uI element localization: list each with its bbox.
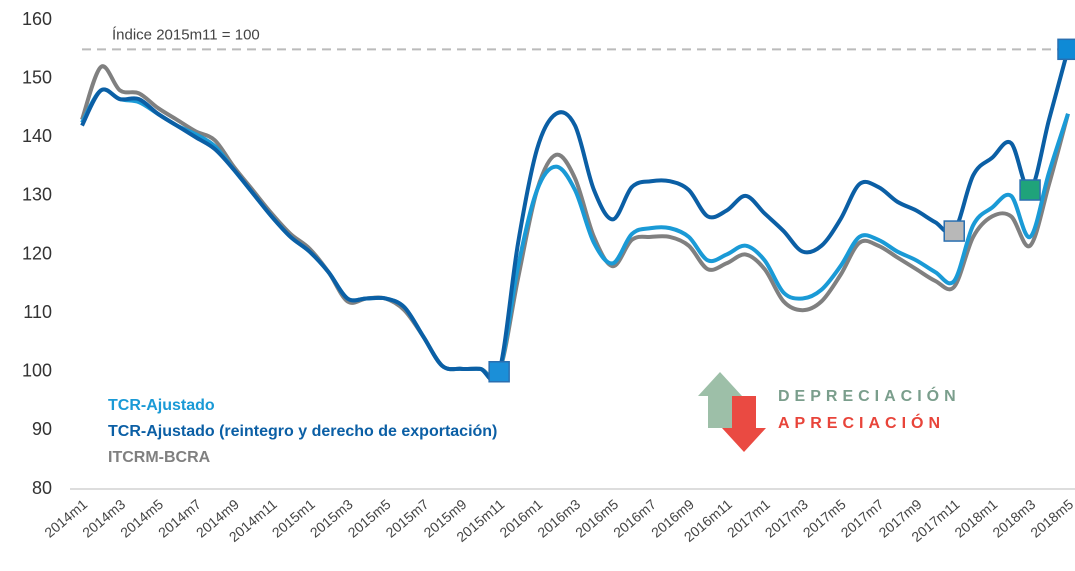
y-tick-label: 110	[23, 302, 52, 322]
y-tick-label: 80	[32, 478, 52, 498]
appreciation-label: APRECIACIÓN	[778, 413, 945, 432]
up-arrow	[698, 372, 742, 428]
y-tick-label: 90	[32, 419, 52, 439]
marker	[1057, 38, 1075, 61]
marker	[943, 220, 965, 242]
depreciation-label: DEPRECIACIÓN	[778, 386, 961, 405]
y-tick-label: 140	[22, 126, 52, 146]
y-tick-label: 150	[22, 67, 52, 87]
x-tick-label: 2018m5	[1027, 496, 1075, 541]
legend-entry: TCR-Ajustado (reintegro y derecho de exp…	[108, 423, 497, 440]
series-line	[80, 64, 1070, 380]
down-arrow	[722, 396, 766, 452]
y-tick-label: 120	[22, 243, 52, 263]
reference-label: Índice 2015m11 = 100	[112, 26, 260, 43]
marker	[1019, 179, 1041, 201]
series-line	[80, 48, 1070, 383]
legend-entry: TCR-Ajustado	[108, 397, 215, 414]
marker	[488, 361, 510, 383]
y-tick-label: 130	[22, 185, 52, 205]
y-tick-label: 100	[22, 361, 52, 381]
y-tick-label: 160	[22, 9, 52, 29]
series-line	[80, 87, 1070, 381]
legend-entry: ITCRM-BCRA	[108, 449, 211, 466]
